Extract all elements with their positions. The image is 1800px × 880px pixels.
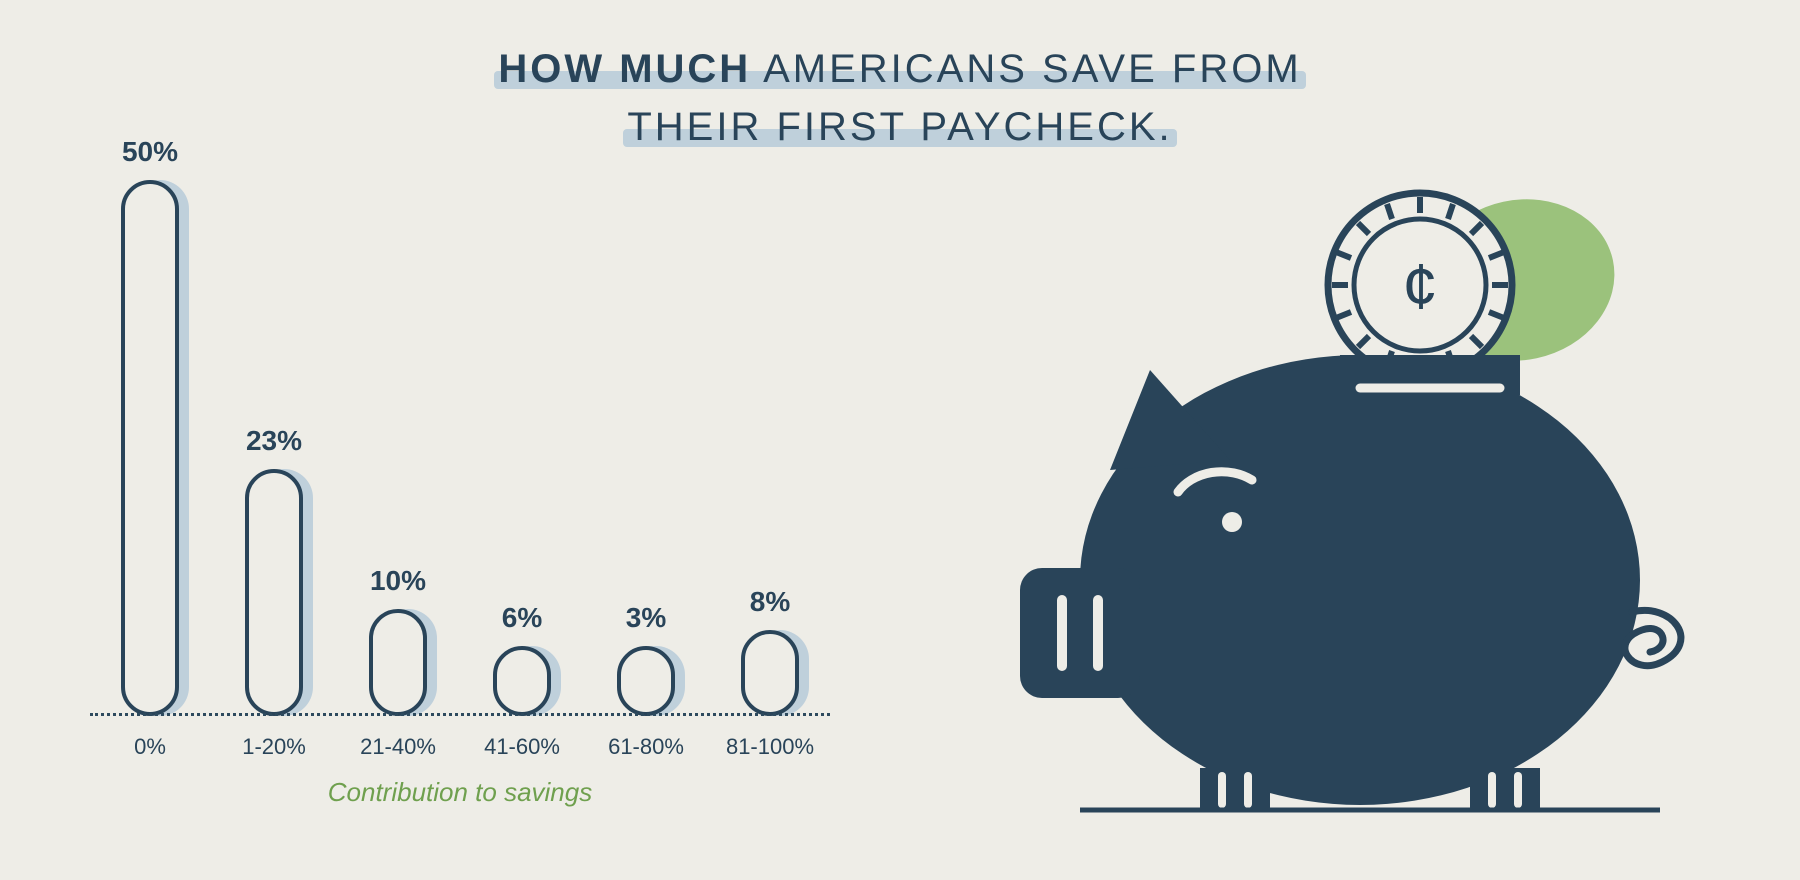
bar-category-label: 1-20% <box>214 734 334 760</box>
bar-value-label: 6% <box>462 602 582 634</box>
title-line2: THEIR FIRST PAYCHECK. <box>627 105 1172 149</box>
bar-value-label: 3% <box>586 602 706 634</box>
coin-cent-symbol: ¢ <box>1402 250 1438 322</box>
chart-title: HOW MUCH AMERICANS SAVE FROM THEIR FIRST… <box>0 40 1800 156</box>
bar-value-label: 50% <box>90 136 210 168</box>
piggy-bank-icon: ¢ <box>1000 180 1700 820</box>
bar <box>462 646 582 716</box>
title-rest1: AMERICANS SAVE FROM <box>751 47 1301 91</box>
x-axis-label: Contribution to savings <box>90 777 830 808</box>
bar <box>214 469 334 716</box>
chart-baseline <box>90 713 830 716</box>
title-bold: HOW MUCH <box>498 47 751 91</box>
bars-container: 50%23%10%6%3%8% <box>90 180 830 716</box>
bar-category-label: 61-80% <box>586 734 706 760</box>
bar-category-label: 21-40% <box>338 734 458 760</box>
savings-bar-chart: 50%23%10%6%3%8% 0%1-20%21-40%41-60%61-80… <box>90 180 830 800</box>
bar-value-label: 8% <box>710 586 830 618</box>
bar <box>586 646 706 716</box>
bar-value-label: 10% <box>338 565 458 597</box>
bar-category-label: 41-60% <box>462 734 582 760</box>
bar-category-label: 81-100% <box>710 734 830 760</box>
bar-category-label: 0% <box>90 734 210 760</box>
bar <box>710 630 830 716</box>
bar-value-label: 23% <box>214 425 334 457</box>
bar <box>90 180 210 716</box>
bar <box>338 609 458 716</box>
